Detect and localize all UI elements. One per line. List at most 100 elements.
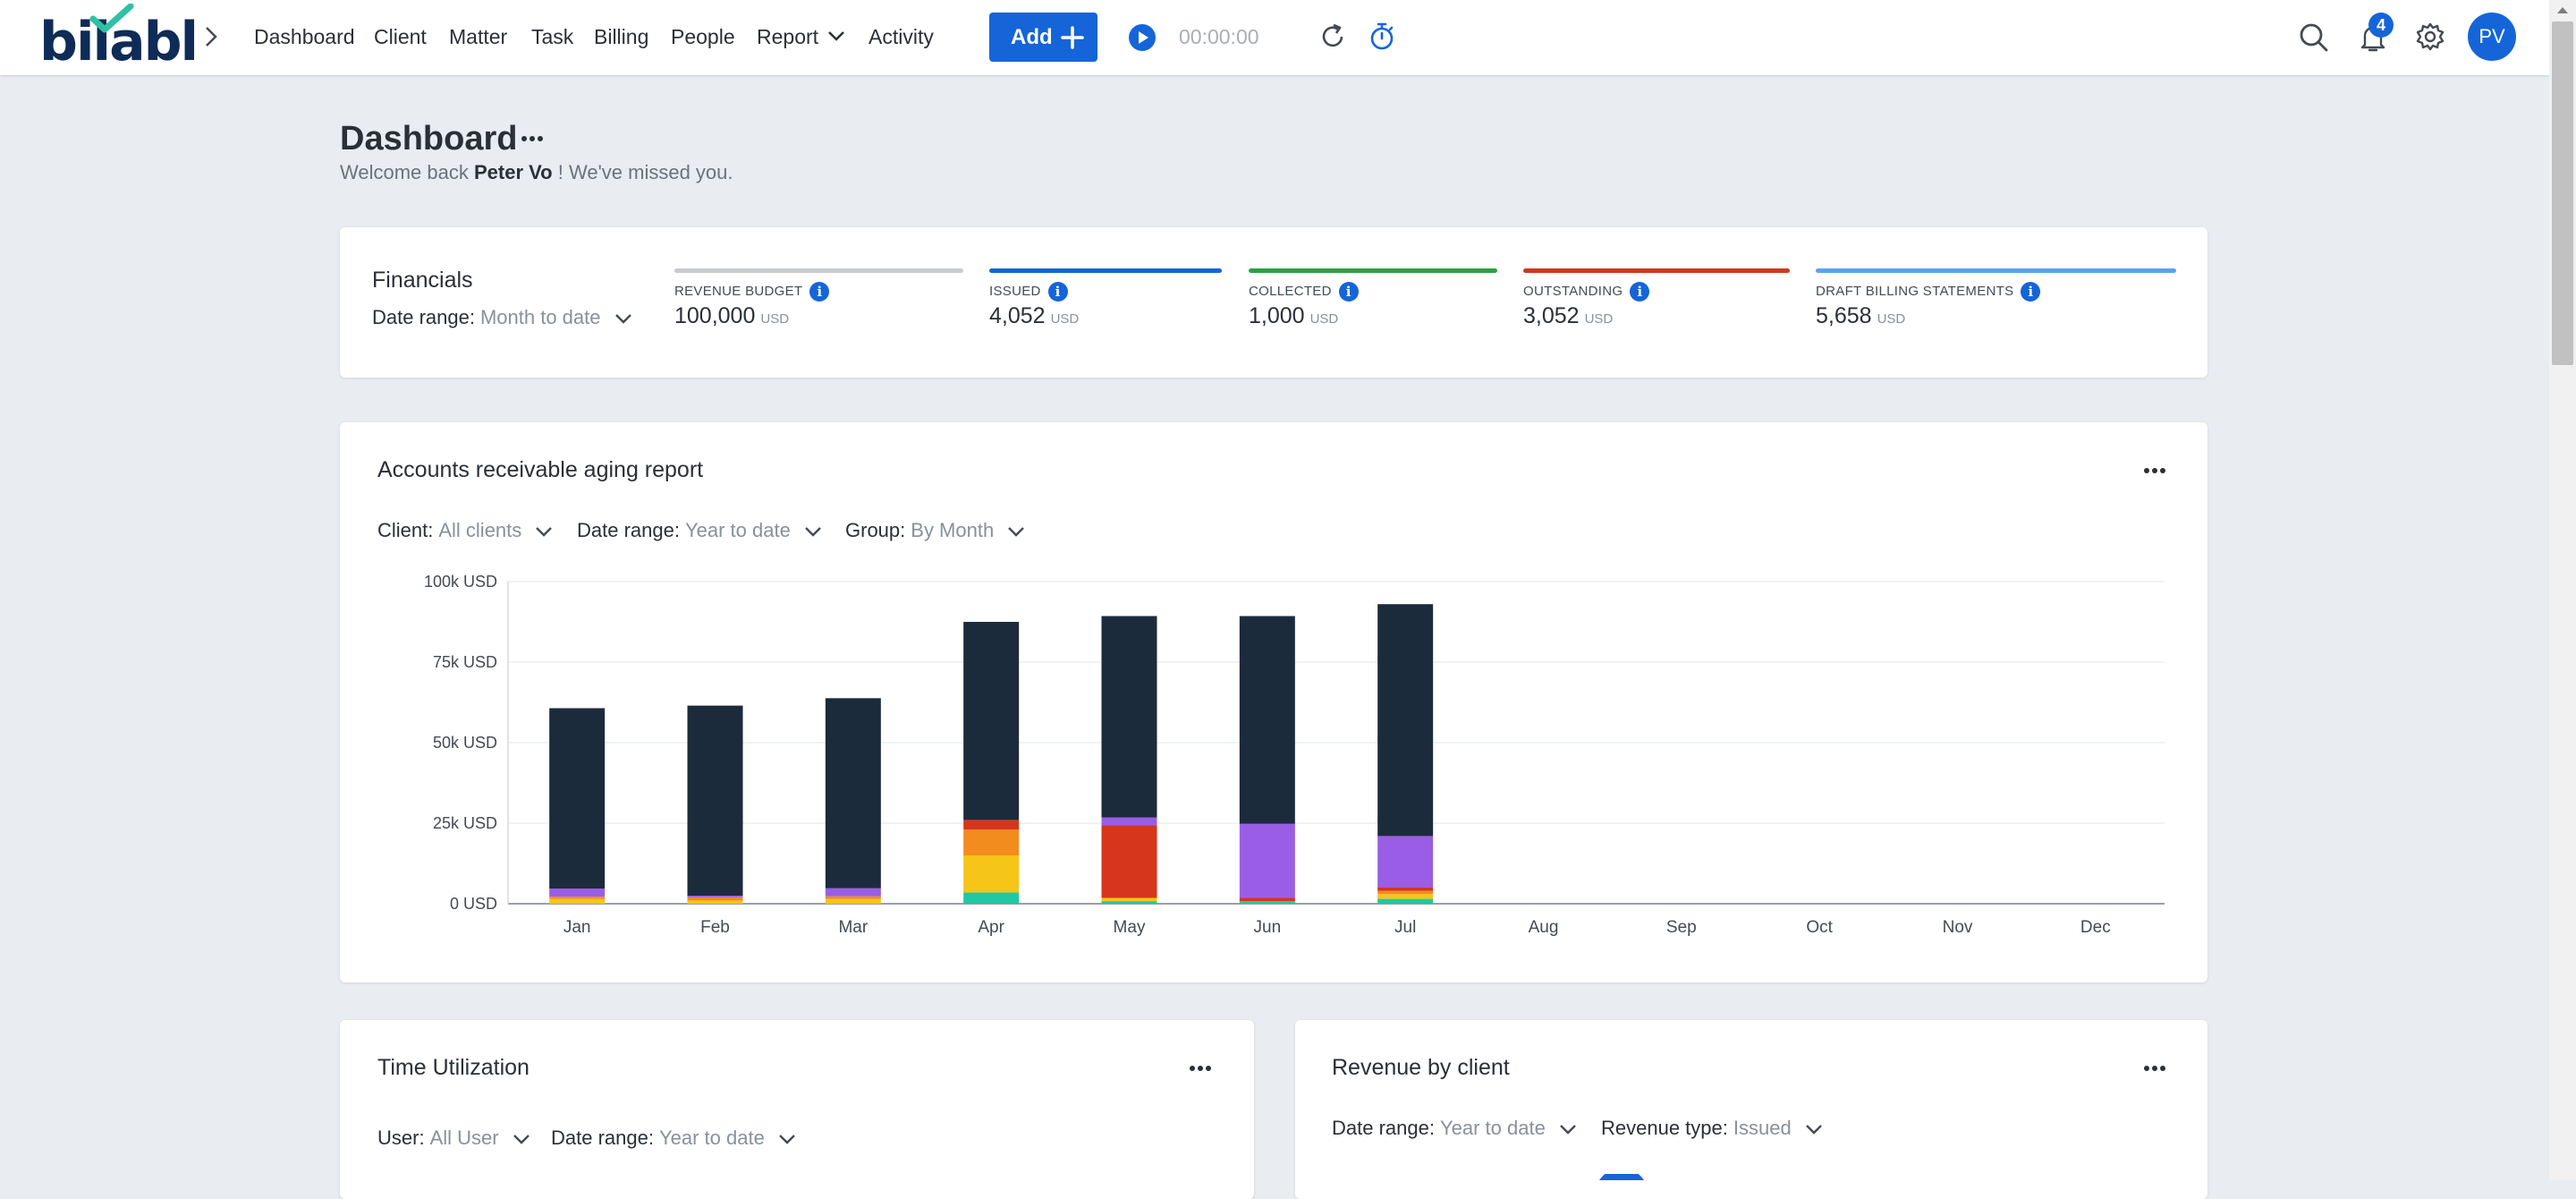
- time-utilization-card: [340, 1020, 1254, 1199]
- add-button[interactable]: Add: [989, 13, 1097, 62]
- more-options-icon[interactable]: [2143, 1065, 2166, 1072]
- bar-segment: [963, 892, 1020, 904]
- more-options-icon[interactable]: [1189, 1065, 1212, 1072]
- chevron-down-icon: [1805, 1125, 1822, 1135]
- info-icon[interactable]: i: [1338, 282, 1359, 302]
- metric-label: OUTSTANDING: [1523, 283, 1623, 299]
- revenue-date-range-filter[interactable]: Date range: Year to date: [1332, 1117, 1578, 1140]
- bar-segment: [687, 900, 743, 904]
- chevron-right-icon[interactable]: [204, 25, 218, 48]
- metric-draft-billing-statements: DRAFT BILLING STATEMENTS i 5,658 USD: [1816, 268, 2176, 328]
- nav-report[interactable]: Report: [757, 25, 819, 48]
- revenue-type-filter[interactable]: Revenue type: Issued: [1601, 1117, 1824, 1140]
- user-filter-value: All User: [429, 1127, 499, 1149]
- y-tick-label: 25k USD: [433, 814, 497, 832]
- group-filter-label: Group:: [845, 519, 906, 541]
- chevron-down-icon: [1560, 1125, 1576, 1135]
- financials-card: [340, 227, 2207, 378]
- financials-date-range-filter[interactable]: Date range: Month to date: [372, 306, 633, 329]
- more-options-icon[interactable]: [2143, 467, 2166, 474]
- bar-segment: [1377, 894, 1434, 899]
- metric-bar: [1523, 268, 1790, 273]
- x-tick-label: Feb: [700, 918, 730, 937]
- metric-value: 3,052: [1523, 303, 1580, 328]
- bar-segment: [549, 897, 606, 899]
- time-user-filter[interactable]: User: All User: [377, 1127, 531, 1150]
- user-filter-label: User:: [377, 1127, 425, 1149]
- bar-segment: [963, 829, 1020, 855]
- y-tick-label: 100k USD: [424, 573, 497, 591]
- user-avatar[interactable]: PV: [2468, 13, 2516, 61]
- metric-revenue-budget: REVENUE BUDGET i 100,000 USD: [674, 268, 963, 328]
- chevron-down-icon: [536, 527, 553, 537]
- metric-value: 100,000: [674, 303, 756, 328]
- client-filter-label: Client:: [377, 519, 434, 541]
- bar-segment: [549, 898, 606, 904]
- info-icon[interactable]: i: [1630, 282, 1650, 302]
- aging-date-range-filter[interactable]: Date range: Year to date: [577, 519, 823, 542]
- x-tick-label: Apr: [978, 918, 1004, 937]
- date-range-value: Year to date: [1439, 1117, 1546, 1139]
- bar-segment: [1377, 890, 1434, 895]
- nav-activity[interactable]: Activity: [869, 25, 934, 48]
- metric-bar: [1249, 268, 1497, 273]
- aging-bar-chart: 0 USD 25k USD 50k USD 75k USD 100k USD Jan Feb…: [424, 573, 2165, 937]
- metric-label: REVENUE BUDGET: [674, 283, 803, 299]
- scroll-up-arrow-icon[interactable]: [2556, 5, 2569, 14]
- nav-dashboard[interactable]: Dashboard: [254, 25, 355, 48]
- top-navigation-bar: bilabl Dashboard Client Matter Task Bill…: [0, 0, 2549, 75]
- group-filter-value: By Month: [911, 519, 995, 541]
- chevron-down-icon[interactable]: [826, 29, 846, 43]
- aging-client-filter[interactable]: Client: All clients: [377, 519, 554, 542]
- x-tick-label: Jul: [1394, 918, 1416, 937]
- refresh-icon[interactable]: [1318, 22, 1347, 51]
- bar-segment: [825, 898, 881, 904]
- bar-segment: [687, 896, 743, 897]
- nav-client[interactable]: Client: [374, 25, 427, 48]
- chevron-down-icon: [614, 314, 631, 324]
- gear-icon[interactable]: [2415, 21, 2445, 52]
- play-icon[interactable]: [1128, 23, 1157, 52]
- plus-icon: [1061, 26, 1084, 49]
- nav-billing[interactable]: Billing: [594, 25, 649, 48]
- metric-currency: USD: [1584, 311, 1614, 327]
- logo-check-icon: [89, 4, 134, 33]
- welcome-suffix: ! We've missed you.: [557, 161, 733, 183]
- info-icon[interactable]: i: [1047, 282, 1068, 302]
- bar-segment: [1101, 616, 1157, 818]
- revenue-type-label: Revenue type:: [1601, 1117, 1728, 1139]
- more-options-icon[interactable]: [521, 135, 544, 142]
- bar-segment: [687, 705, 743, 896]
- chevron-down-icon: [805, 527, 821, 537]
- aging-group-filter[interactable]: Group: By Month: [845, 519, 1026, 542]
- bar-segment: [1377, 836, 1434, 888]
- info-icon[interactable]: i: [2021, 282, 2041, 302]
- x-tick-label: Jan: [564, 918, 591, 937]
- chevron-down-icon: [513, 1135, 530, 1144]
- bar-segment: [825, 896, 881, 899]
- time-date-range-filter[interactable]: Date range: Year to date: [551, 1127, 797, 1150]
- bar-segment: [963, 622, 1020, 821]
- nav-people[interactable]: People: [671, 25, 735, 48]
- bar-segment: [1239, 616, 1295, 824]
- user-name: Peter Vo: [474, 161, 553, 183]
- add-button-label: Add: [1011, 25, 1053, 49]
- metric-bar: [674, 268, 963, 273]
- scrollbar-thumb[interactable]: [2552, 21, 2573, 365]
- revenue-by-client-card: [1295, 1020, 2207, 1199]
- stopwatch-icon[interactable]: [1368, 21, 1395, 52]
- page-title: Dashboard: [340, 120, 518, 157]
- metric-label: ISSUED: [989, 283, 1041, 299]
- date-range-label: Date range:: [551, 1127, 654, 1149]
- metric-currency: USD: [760, 311, 790, 327]
- bar-segment: [1101, 897, 1157, 902]
- search-icon[interactable]: [2299, 22, 2329, 53]
- date-range-label: Date range:: [577, 519, 680, 541]
- bar-segment: [1377, 888, 1434, 891]
- bar-segment: [1101, 901, 1157, 904]
- bilabl-logo[interactable]: bilabl: [39, 4, 199, 72]
- info-icon[interactable]: i: [809, 282, 830, 302]
- nav-matter[interactable]: Matter: [449, 25, 508, 48]
- nav-task[interactable]: Task: [531, 25, 574, 48]
- y-tick-label: 0 USD: [450, 895, 497, 913]
